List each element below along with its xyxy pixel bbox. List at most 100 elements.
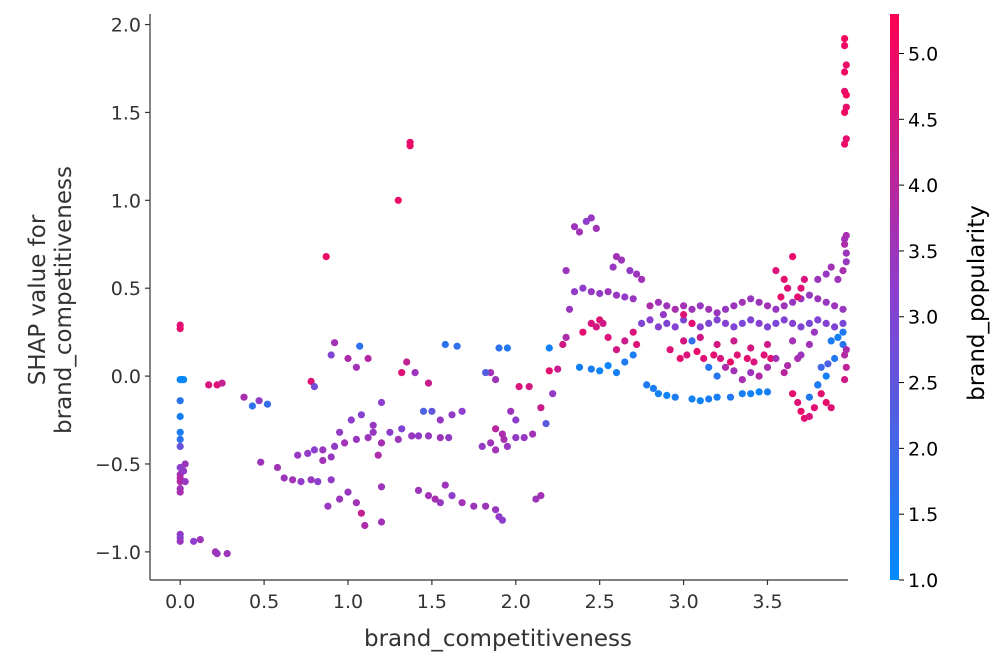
data-point [842,231,850,240]
data-point [841,108,849,116]
data-point [570,223,579,231]
data-point [554,365,562,373]
data-point [738,390,746,398]
data-point [324,502,332,510]
data-point [841,68,849,76]
data-point [377,483,386,491]
data-point [705,305,713,313]
data-point [841,140,849,148]
data-point [721,363,730,371]
data-point [842,61,850,69]
colorbar-tick-label: 1.0 [908,570,938,592]
data-point [646,302,654,310]
data-point [310,446,318,454]
data-point [683,351,691,359]
data-point [394,435,402,443]
data-point [789,319,797,327]
x-axis-title: brand_competitiveness [364,626,632,652]
data-point [842,258,850,266]
y-tick-label: 0.0 [111,366,141,388]
data-point [693,347,701,356]
data-point [713,316,721,324]
data-point [314,478,322,486]
data-point [503,442,511,450]
data-point [680,311,688,319]
data-point [507,407,515,415]
data-point [592,224,600,232]
data-point [822,398,830,407]
data-point [633,270,641,278]
data-point [805,291,814,299]
data-point [730,367,738,375]
colorbar-tick-label: 2.0 [908,438,938,460]
data-point [760,351,768,359]
data-point [780,275,788,283]
data-point [419,407,428,415]
data-point [612,253,621,261]
data-point [772,267,780,275]
data-point [772,354,780,363]
data-point [604,333,612,341]
data-point [322,253,330,261]
data-point [822,270,830,278]
data-point [542,420,550,428]
data-point [797,284,805,292]
data-point [767,354,775,363]
data-point [705,319,713,327]
points-layer [176,35,850,558]
data-point [176,412,184,421]
data-point [587,288,595,296]
data-point [621,293,629,301]
data-point [721,319,730,327]
data-point [688,395,696,403]
data-point [587,319,595,327]
data-point [357,411,365,419]
data-point [470,502,478,510]
data-point [377,398,386,407]
data-point [498,430,506,438]
data-point [789,337,797,345]
data-point [196,536,204,544]
data-point [730,323,738,331]
data-point [331,339,339,347]
data-point [831,302,839,310]
x-tick-label: 0.5 [249,591,279,613]
data-point [369,428,377,436]
data-point [587,214,595,222]
data-point [213,550,221,558]
colorbar-title: brand_popularity [964,205,990,401]
data-point [565,305,574,313]
data-point [705,363,713,371]
data-point [814,381,822,389]
data-point [663,319,671,327]
data-point [800,275,809,283]
data-point [780,369,788,377]
data-point [374,451,382,459]
data-point [458,499,466,507]
data-point [763,363,772,371]
data-point [721,305,730,313]
data-point [780,316,788,324]
x-tick-label: 2.0 [501,591,531,613]
data-point [428,407,436,415]
data-point [537,404,545,412]
y-ticks: −1.0 −0.5 0.0 0.5 1.0 1.5 2.0 [95,15,150,564]
data-point [596,289,604,298]
data-point [743,354,751,363]
data-point [386,428,394,436]
data-point [841,376,849,384]
data-point [364,354,372,363]
colorbar-tick-label: 3.0 [908,307,938,329]
data-point [814,316,822,324]
data-point [805,340,814,349]
data-point [344,488,352,496]
data-point [842,249,850,257]
data-point [492,446,500,454]
data-point [512,434,520,442]
data-point [240,393,248,401]
data-point [257,458,265,466]
data-point [377,439,386,447]
colorbar-tick-label: 2.5 [908,373,938,395]
data-point [784,362,792,370]
